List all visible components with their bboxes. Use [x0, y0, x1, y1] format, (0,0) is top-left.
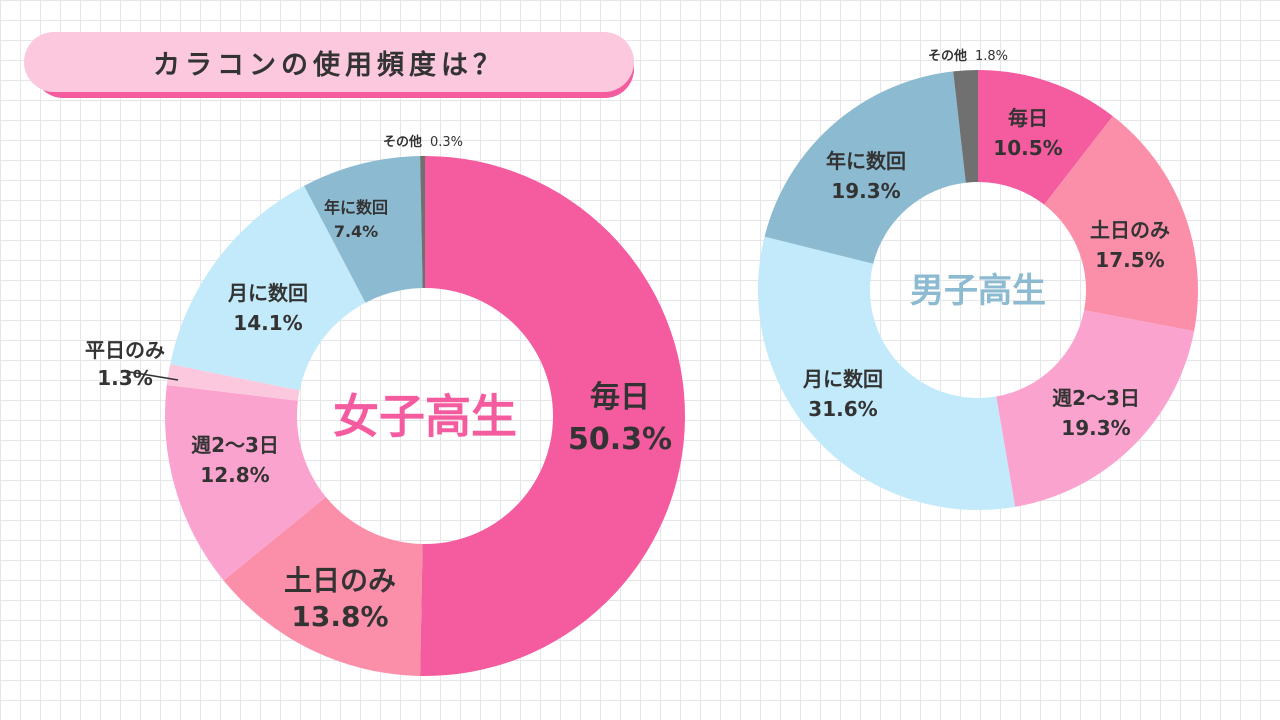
slice-label-value: 1.3% [97, 366, 152, 390]
leader-line [129, 371, 179, 381]
slice-label-name: その他 [928, 48, 967, 64]
slice-sonota [420, 156, 425, 289]
slice-label-value: 50.3% [568, 422, 672, 457]
slice-label-value: 7.4% [334, 222, 378, 241]
slice-donichi [1044, 116, 1198, 332]
slice-mainichi [978, 70, 1113, 205]
slice-label-value: 14.1% [233, 311, 302, 335]
center-label: 男子高生 [910, 271, 1046, 311]
slice-label-value: 31.6% [808, 397, 877, 421]
slice-label-value: 19.3% [1061, 416, 1130, 440]
slice-heijitsu [166, 364, 300, 401]
slice-label-value: 13.8% [291, 600, 388, 633]
slice-label-value: 12.8% [200, 463, 269, 487]
slice-label-value: 0.3% [430, 135, 463, 150]
slice-shu [996, 310, 1195, 507]
donut-chart-2: 男子高生 毎日 10.5% 土日のみ 17.5% 週2〜3日 19.3% 月に数回 31.6% 年… [757, 48, 1198, 510]
slice-label-name: 月に数回 [802, 367, 883, 391]
slice-mainichi [420, 155, 686, 676]
chart-title: カラコンの使用頻度は？ [153, 49, 505, 81]
slice-label-name: 月に数回 [227, 281, 308, 305]
title-pill: カラコンの使用頻度は？ [24, 32, 634, 92]
slice-label-name: 年に数回 [826, 149, 906, 173]
slice-label-name: 毎日 [1008, 106, 1048, 130]
slice-label-name: その他 [383, 134, 422, 150]
slice-label-name: 平日のみ [85, 338, 165, 362]
slice-tsuki [170, 185, 366, 391]
slice-label-name: 土日のみ [1090, 218, 1170, 242]
slice-sonota [953, 70, 978, 183]
slice-donichi [223, 496, 423, 676]
slice-label-value: 1.8% [975, 49, 1008, 64]
slice-nen [764, 71, 966, 264]
slice-label-name: 週2〜3日 [1052, 386, 1140, 410]
slice-label-name: 土日のみ [284, 564, 396, 597]
slice-nen [304, 156, 423, 303]
slice-label-name: 毎日 [590, 380, 650, 415]
slice-label-value: 17.5% [1095, 248, 1164, 272]
center-label: 女子高生 [333, 390, 517, 444]
slice-label: その他 1.8% [928, 48, 1008, 64]
slice-label-name: 週2〜3日 [191, 433, 279, 457]
slice-tsuki [757, 236, 1016, 510]
slice-label-value: 19.3% [831, 179, 900, 203]
title-banner: カラコンの使用頻度は？ [24, 32, 638, 100]
slice-label-name: 年に数回 [324, 198, 388, 217]
slice-label-value: 10.5% [993, 136, 1062, 160]
slice-label: その他 0.3% [383, 134, 463, 150]
slice-shu [165, 385, 326, 581]
